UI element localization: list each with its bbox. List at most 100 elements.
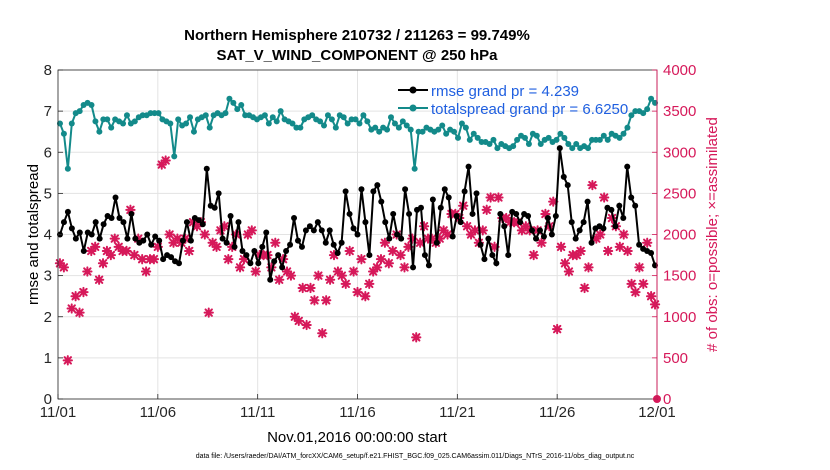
totalspread-point <box>466 136 473 143</box>
y-left-tick-label: 4 <box>44 227 52 244</box>
assimilated-point <box>548 196 559 207</box>
x-tick-label: 11/21 <box>439 404 475 421</box>
totalspread-point <box>340 114 347 121</box>
rmse-point <box>112 194 119 201</box>
assimilated-point <box>223 254 234 265</box>
assimilated-point <box>399 262 410 273</box>
rmse-point <box>152 233 159 240</box>
rmse-point <box>501 223 508 230</box>
totalspread-point <box>187 114 194 121</box>
totalspread-point <box>372 124 379 131</box>
rmse-point <box>529 227 536 234</box>
y-left-tick-label: 1 <box>44 350 52 367</box>
rmse-point <box>513 210 520 217</box>
rmse-point <box>275 252 282 259</box>
assimilated-point <box>168 237 179 248</box>
assimilated-point <box>626 278 637 290</box>
totalspread-point <box>521 134 528 141</box>
assimilated-point <box>375 254 387 265</box>
rmse-point <box>548 231 555 238</box>
totalspread-point <box>265 120 272 127</box>
assimilated-point <box>285 270 297 281</box>
rmse-point <box>156 237 163 244</box>
assimilated-point <box>305 282 316 294</box>
rmse-point <box>533 235 540 242</box>
rmse-point <box>366 252 373 259</box>
assimilated-point <box>501 212 512 224</box>
assimilated-point <box>645 291 657 302</box>
totalspread-point <box>470 130 477 137</box>
legend-rmse-label: rmse grand pr = 4.239 <box>431 83 579 100</box>
rmse-point <box>421 252 428 259</box>
assimilated-point <box>493 192 504 203</box>
totalspread-point <box>171 153 178 160</box>
assimilated-point <box>183 245 195 257</box>
assimilated-point <box>211 241 222 252</box>
assimilated-point <box>336 270 347 281</box>
assimilated-point <box>516 225 528 236</box>
assimilated-point <box>313 270 324 281</box>
totalspread-point <box>585 145 592 152</box>
y-axis-left: 0 1 2 3 4 5 6 7 8 <box>44 62 63 408</box>
totalspread-point <box>120 120 127 127</box>
rmse-point <box>318 227 325 234</box>
assimilated-point <box>489 241 500 252</box>
rmse-point <box>231 243 238 250</box>
assimilated-point <box>321 295 332 306</box>
rmse-point <box>80 247 87 254</box>
rmse-point <box>88 231 95 238</box>
rmse-point <box>485 235 492 242</box>
rmse-point <box>402 186 409 193</box>
assimilated-point <box>575 245 586 257</box>
totalspread-point <box>324 112 331 119</box>
rmse-point <box>461 188 468 195</box>
rmse-point <box>600 225 607 232</box>
rmse-point <box>116 215 123 222</box>
rmse-point <box>168 254 175 261</box>
rmse-point <box>76 229 83 236</box>
totalspread-point <box>561 134 568 141</box>
y-axis-left-label: rmse and totalspread <box>25 164 42 305</box>
assimilated-point <box>587 179 598 191</box>
assimilated-point <box>109 233 120 244</box>
totalspread-point <box>557 130 564 137</box>
assimilated-point <box>481 204 492 215</box>
assimilated-point <box>434 233 445 244</box>
rmse-point <box>267 276 274 283</box>
rmse-point <box>636 241 643 248</box>
totalspread-point <box>411 165 418 172</box>
y-right-tick-label: 3500 <box>663 103 696 120</box>
totalspread-point <box>624 124 631 131</box>
totalspread-point <box>628 112 635 119</box>
assimilated-point <box>113 241 124 252</box>
rmse-point <box>211 204 218 211</box>
totalspread-point <box>462 124 469 131</box>
totalspread-point <box>407 126 414 133</box>
y-left-tick-label: 6 <box>44 144 52 161</box>
assimilated-point <box>289 311 301 322</box>
rmse-point <box>279 264 286 271</box>
totalspread-point <box>600 132 607 139</box>
chart-subtitle: SAT_V_WIND_COMPONENT @ 250 hPa <box>216 47 498 64</box>
assimilated-point <box>454 212 465 224</box>
rmse-point <box>362 219 369 226</box>
y-right-tick-label: 4000 <box>663 62 696 79</box>
totalspread-point <box>443 130 450 137</box>
assimilated-point <box>469 225 481 236</box>
rmse-point <box>517 219 524 226</box>
rmse-point <box>441 186 448 193</box>
assimilated-point <box>614 241 625 252</box>
rmse-point <box>378 198 385 205</box>
totalspread-point <box>352 116 359 123</box>
assimilated-point <box>207 237 218 248</box>
assimilated-point <box>418 221 430 232</box>
totalspread-point <box>56 120 63 127</box>
totalspread-point <box>60 130 67 137</box>
totalspread-point <box>494 145 501 152</box>
rmse-point <box>398 235 405 242</box>
assimilated-point <box>152 241 163 252</box>
rmse-point <box>620 215 627 222</box>
assimilated-point <box>411 332 422 343</box>
legend: rmse grand pr = 4.239 totalspread grand … <box>398 83 628 118</box>
rmse-point <box>64 208 71 215</box>
